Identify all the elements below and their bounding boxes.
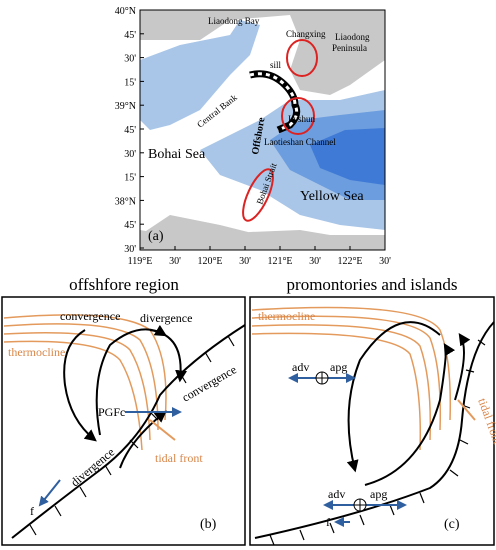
- lat-tick-label: 39°N: [115, 101, 136, 112]
- thermocline-lines: [251, 306, 452, 451]
- lat-tick-label: 38°N: [115, 196, 136, 207]
- lat-tick-label: 45': [124, 220, 136, 231]
- place-label: Laotieshan Channel: [264, 137, 336, 147]
- offshore-path: [249, 72, 299, 132]
- lon-tick-label: 119°E: [128, 256, 153, 267]
- lon-tick-label: 121°E: [267, 256, 292, 267]
- place-label: Changxing: [286, 29, 326, 39]
- lon-tick-label: 30': [309, 256, 321, 267]
- sea-label: Bohai Sea: [148, 147, 206, 162]
- panel-frame: [1, 296, 246, 546]
- annotation: apg: [370, 487, 387, 501]
- annotation: divergence: [140, 311, 192, 325]
- panel-title: offshfore region: [69, 275, 179, 294]
- force-arrow: [38, 407, 182, 507]
- circulation-arrow: [63, 324, 188, 469]
- annotation: adv: [292, 360, 309, 374]
- lon-tick-label: 30': [239, 256, 251, 267]
- lat-tick-label: 15': [124, 173, 136, 184]
- panel-label: (a): [148, 229, 164, 244]
- panel-c: thermocline adv apg tidal front adv apg …: [249, 296, 496, 546]
- lat-tick-label: 15': [124, 77, 136, 88]
- region-circle: [281, 97, 315, 135]
- annotation: adv: [328, 487, 345, 501]
- seabed-hatch: [29, 335, 235, 536]
- panel-frame: [249, 296, 495, 546]
- region-circle: [242, 168, 274, 222]
- place-label: Peninsula: [332, 43, 367, 53]
- annotation: thermocline: [8, 345, 65, 359]
- annotation: apg: [330, 360, 347, 374]
- seabed: [11, 324, 246, 539]
- place-label: sill: [270, 60, 282, 70]
- annotation: PGFc: [98, 405, 125, 419]
- annotation: f: [30, 504, 34, 518]
- annotation: divergence: [68, 445, 117, 489]
- annotation: thermocline: [258, 309, 315, 323]
- lat-tick-label: 40°N: [115, 6, 136, 17]
- lat-tick-label: 45': [124, 125, 136, 136]
- shallow: [140, 20, 260, 130]
- map-frame: [139, 9, 386, 251]
- lat-tick-label: 45': [124, 30, 136, 41]
- annotation: convergence: [180, 362, 239, 404]
- annotation: tidal front: [155, 451, 203, 465]
- lon-tick-label: 120°E: [197, 256, 222, 267]
- panel-label: (c): [444, 517, 460, 532]
- panel-label: (b): [200, 517, 217, 532]
- lat-tick-label: 30': [124, 149, 136, 160]
- lon-tick-label: 122°E: [337, 256, 362, 267]
- lat-tick-label: 30': [124, 54, 136, 65]
- place-label: Lvshun: [288, 114, 316, 124]
- lat-tick-label: 30': [124, 244, 136, 255]
- sea-label: Yellow Sea: [300, 189, 364, 204]
- circulation-arrow: [346, 321, 471, 486]
- deepest: [310, 128, 385, 185]
- point-marker: [316, 372, 328, 384]
- place-label: Liaodong: [335, 32, 370, 42]
- region-circle: [286, 39, 318, 77]
- panel-b: convergence divergence thermocline PGFc …: [1, 296, 246, 546]
- seabed-hatch: [269, 339, 486, 546]
- annotation: f: [326, 515, 330, 529]
- thermocline-lines: [3, 314, 167, 451]
- annotation: convergence: [60, 309, 120, 323]
- panel-title: promontories and islands: [287, 275, 458, 294]
- point-marker: [354, 499, 366, 511]
- lon-tick-label: 30': [379, 256, 391, 267]
- map-panel: Liaodong Bay Changxing Liaodong Peninsul…: [115, 6, 391, 267]
- land: [140, 215, 300, 250]
- annotation: tidal front: [475, 396, 496, 446]
- place-label: Liaodong Bay: [208, 16, 260, 26]
- lon-tick-label: 30': [169, 256, 181, 267]
